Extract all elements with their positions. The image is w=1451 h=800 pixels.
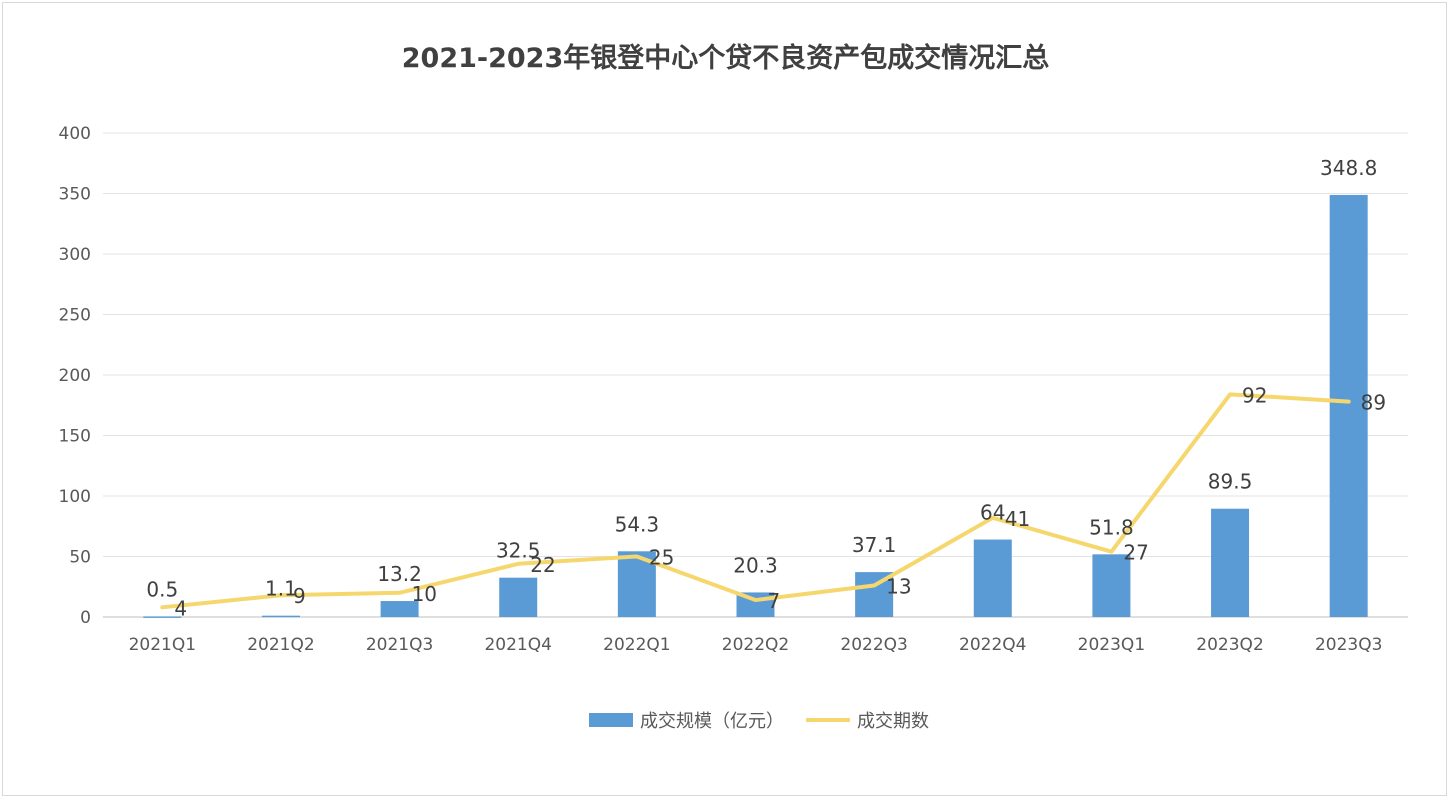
bar-2021Q3 xyxy=(380,601,419,617)
x-tick-label: 2021Q2 xyxy=(247,635,314,655)
bar-data-label: 0.5 xyxy=(146,577,178,601)
x-tick-label: 2022Q4 xyxy=(959,635,1026,655)
line-data-label: 27 xyxy=(1123,541,1148,565)
bar-data-label: 89.5 xyxy=(1208,470,1253,494)
x-tick-label: 2021Q1 xyxy=(129,635,196,655)
legend-label-bar: 成交规模（亿元） xyxy=(640,711,784,732)
bar-data-label: 1.1 xyxy=(265,577,297,601)
bar-data-label: 37.1 xyxy=(852,533,897,557)
y-tick-label: 200 xyxy=(59,366,91,386)
bar-data-label: 20.3 xyxy=(733,553,778,577)
bar-2023Q3 xyxy=(1329,194,1368,617)
line-data-label: 22 xyxy=(530,553,555,577)
x-tick-label: 2021Q4 xyxy=(484,635,551,655)
y-tick-label: 50 xyxy=(69,548,91,568)
y-tick-label: 400 xyxy=(59,124,91,144)
line-data-label: 13 xyxy=(886,575,911,599)
x-tick-label: 2023Q3 xyxy=(1315,635,1382,655)
line-data-label: 10 xyxy=(412,582,437,606)
bar-data-label: 64 xyxy=(980,501,1005,525)
bar-data-label: 348.8 xyxy=(1320,156,1377,180)
bar-data-label: 13.2 xyxy=(377,562,422,586)
x-tick-label: 2022Q3 xyxy=(840,635,907,655)
y-tick-label: 150 xyxy=(59,427,91,447)
x-tick-label: 2022Q1 xyxy=(603,635,670,655)
legend-swatch-bar xyxy=(589,713,633,727)
y-tick-label: 350 xyxy=(59,185,91,205)
line-data-label: 25 xyxy=(649,546,674,570)
bar-2023Q1 xyxy=(1092,554,1131,617)
line-data-label: 9 xyxy=(293,584,306,608)
y-tick-label: 250 xyxy=(59,306,91,326)
x-tick-label: 2023Q1 xyxy=(1078,635,1145,655)
line-data-label: 92 xyxy=(1242,383,1267,407)
x-tick-label: 2021Q3 xyxy=(366,635,433,655)
line-data-label: 89 xyxy=(1361,391,1386,415)
line-series xyxy=(160,392,1351,610)
bar-2023Q2 xyxy=(1211,508,1250,617)
bar-data-label: 54.3 xyxy=(615,512,660,536)
chart-title: 2021-2023年银登中心个贷不良资产包成交情况汇总 xyxy=(401,43,1050,74)
bar-data-label: 32.5 xyxy=(496,539,541,563)
line-data-label: 4 xyxy=(174,596,187,620)
bar-2022Q4 xyxy=(973,539,1012,617)
y-tick-label: 0 xyxy=(80,608,91,628)
legend-label-line: 成交期数 xyxy=(857,711,929,732)
line-data-label: 7 xyxy=(768,589,781,613)
x-tick-label: 2023Q2 xyxy=(1196,635,1263,655)
bar-2021Q1 xyxy=(143,616,182,618)
bar-2021Q2 xyxy=(261,615,300,618)
y-tick-label: 100 xyxy=(59,487,91,507)
bar-2021Q4 xyxy=(499,577,538,617)
line-data-label: 41 xyxy=(1005,507,1030,531)
x-tick-label: 2022Q2 xyxy=(722,635,789,655)
bar-data-label: 51.8 xyxy=(1089,515,1134,539)
y-tick-label: 300 xyxy=(59,245,91,265)
